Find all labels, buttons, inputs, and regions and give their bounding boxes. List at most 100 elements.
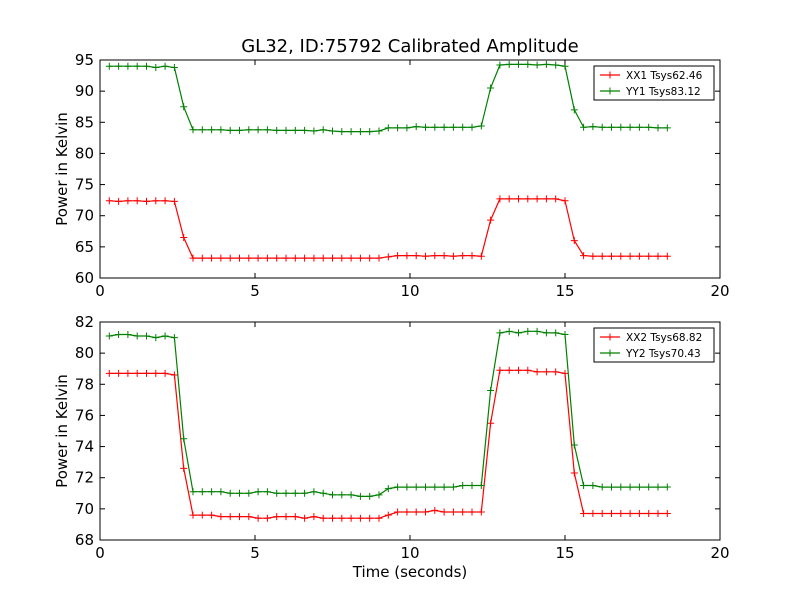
data-point-marker [468, 482, 476, 489]
legend-marker [606, 87, 614, 95]
data-point-marker [366, 492, 374, 500]
data-point-marker [412, 483, 420, 491]
data-point-marker [608, 123, 615, 131]
data-point-marker [552, 368, 560, 376]
data-point-marker [319, 126, 327, 134]
data-point-marker [329, 514, 336, 522]
x-axis-label: Time (seconds) [352, 563, 468, 581]
data-point-marker [552, 61, 560, 69]
data-point-marker [226, 254, 234, 262]
data-point-marker [254, 254, 262, 262]
data-point-marker [422, 252, 429, 260]
y-tick-label: 75 [75, 176, 94, 194]
data-point-marker [617, 252, 625, 260]
data-point-marker [561, 330, 569, 338]
y-tick-label: 80 [75, 344, 94, 362]
data-point-marker [626, 510, 634, 518]
data-point-marker [515, 329, 522, 337]
data-point-marker [412, 123, 420, 131]
chart-title: GL32, ID:75792 Calibrated Amplitude [241, 36, 579, 57]
data-point-marker [533, 61, 541, 69]
data-point-marker [422, 508, 429, 516]
data-point-marker [338, 128, 346, 136]
data-point-marker [226, 513, 234, 521]
data-point-marker [431, 506, 439, 514]
data-point-marker [319, 514, 327, 522]
legend-marker [606, 333, 614, 341]
data-point-marker [236, 254, 243, 262]
data-point-marker [663, 124, 671, 132]
data-point-marker [366, 254, 374, 262]
data-point-marker [301, 254, 309, 262]
data-point-marker [394, 508, 402, 516]
data-point-marker [663, 483, 671, 491]
data-point-marker [189, 488, 197, 496]
data-point-marker [468, 252, 476, 260]
data-point-marker [273, 126, 281, 134]
data-point-marker [254, 488, 262, 496]
data-point-marker [570, 106, 578, 114]
data-point-marker [412, 252, 420, 260]
data-point-marker [226, 489, 234, 497]
data-point-marker [487, 387, 495, 395]
data-point-marker [459, 252, 467, 260]
y-tick-label: 80 [75, 144, 94, 162]
data-point-marker [152, 197, 160, 205]
legend: XX2 Tsys68.82 YY2 Tsys70.43 [593, 327, 715, 363]
data-point-marker [422, 123, 429, 131]
data-point-marker [515, 366, 522, 374]
data-point-marker [180, 103, 188, 111]
data-point-marker [236, 126, 243, 134]
data-point-marker [654, 252, 662, 260]
data-point-marker [161, 332, 169, 340]
data-point-marker [310, 127, 318, 135]
data-point-marker [449, 252, 457, 260]
data-point-marker [487, 419, 495, 427]
data-point-marker [598, 123, 606, 131]
data-point-marker [338, 514, 346, 522]
data-point-marker [161, 62, 169, 70]
data-point-marker [143, 197, 150, 205]
data-point-marker [245, 489, 253, 497]
data-point-marker [189, 254, 197, 262]
data-point-marker [440, 123, 448, 131]
data-point-marker [143, 369, 150, 377]
data-point-marker [115, 330, 123, 338]
data-point-marker [542, 60, 550, 68]
data-point-marker [487, 84, 495, 92]
data-point-marker [180, 435, 188, 443]
data-point-marker [273, 254, 281, 262]
data-point-marker [254, 126, 262, 134]
data-point-marker [403, 508, 411, 516]
data-point-marker [394, 252, 402, 260]
data-point-marker [645, 510, 653, 518]
data-point-marker [431, 252, 439, 260]
y-tick-label: 70 [75, 207, 94, 225]
data-point-marker [291, 513, 299, 521]
data-point-marker [105, 197, 113, 205]
data-point-marker [189, 511, 197, 519]
data-point-marker [319, 489, 327, 497]
x-tick-label: 15 [555, 282, 574, 300]
data-point-marker [217, 126, 225, 134]
data-point-marker [663, 510, 671, 518]
data-point-marker [384, 253, 392, 261]
data-point-marker [403, 483, 411, 491]
data-point-marker [524, 195, 532, 203]
data-point-marker [152, 334, 160, 342]
data-point-marker [329, 254, 336, 262]
data-point-marker [356, 254, 364, 262]
data-point-marker [468, 123, 476, 131]
data-point-marker [533, 368, 541, 376]
data-point-marker [542, 195, 550, 203]
data-point-marker [459, 482, 467, 489]
data-point-marker [598, 510, 606, 518]
data-point-marker [422, 483, 429, 491]
data-point-marker [347, 254, 355, 262]
data-point-marker [496, 195, 504, 203]
data-point-marker [347, 128, 355, 136]
y-tick-label: 60 [75, 269, 94, 287]
data-point-marker [589, 482, 597, 489]
data-point-marker [291, 254, 299, 262]
